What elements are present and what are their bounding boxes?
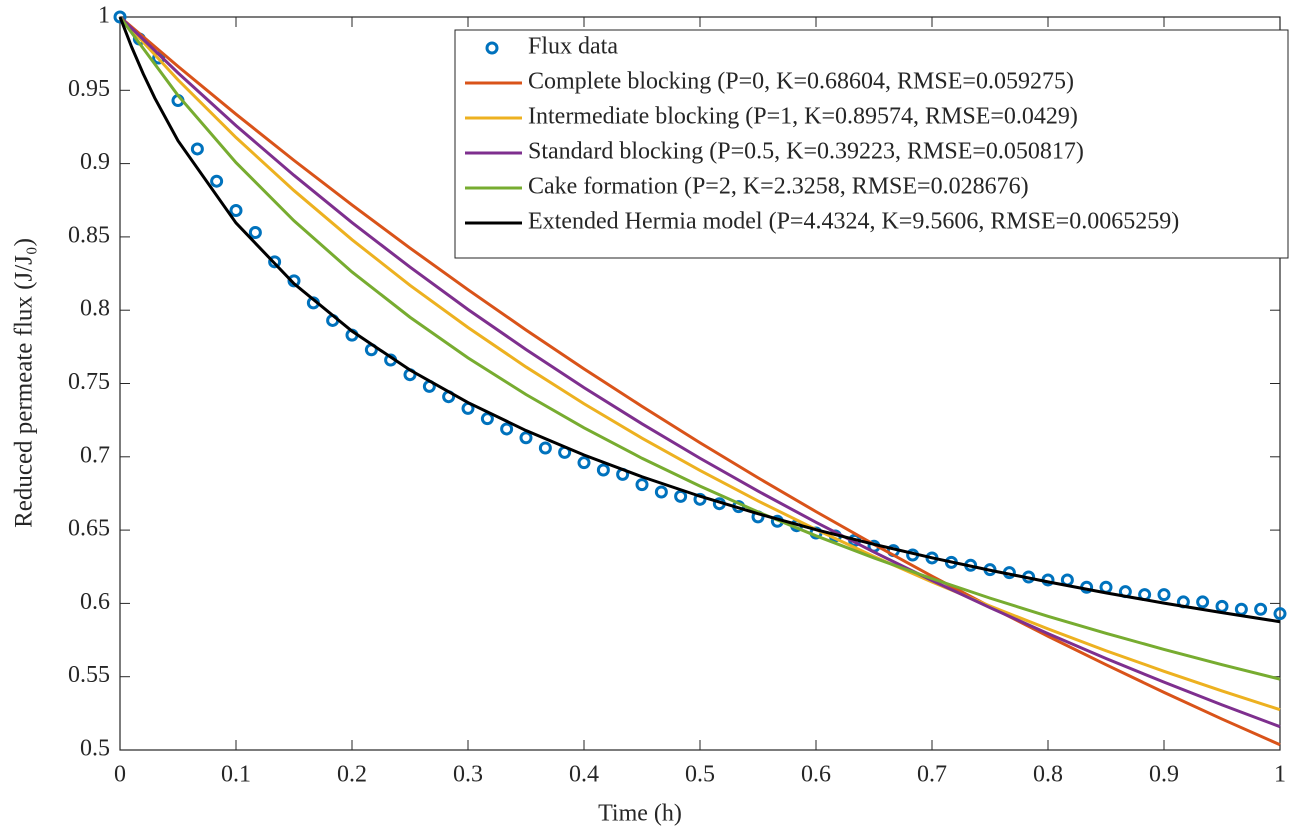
y-tick-label: 0.75 — [68, 369, 110, 395]
y-tick-label: 0.8 — [80, 296, 110, 322]
y-tick-label: 0.95 — [68, 76, 110, 102]
model-line — [118, 15, 1281, 729]
data-point — [635, 478, 649, 492]
data-point — [1196, 595, 1210, 609]
legend-label: Intermediate blocking (P=1, K=0.89574, R… — [528, 104, 1078, 130]
x-tick-label: 0.5 — [685, 762, 715, 788]
data-point — [287, 274, 301, 288]
y-axis-label: Reduced permeate flux (J/J₀) — [11, 238, 38, 528]
x-tick-label: 0.8 — [1033, 762, 1063, 788]
data-point — [229, 204, 243, 218]
data-point — [674, 489, 688, 503]
x-tick-label: 0 — [114, 762, 126, 788]
y-tick-label: 0.9 — [80, 149, 110, 175]
data-point — [500, 422, 514, 436]
legend-label: Extended Hermia model (P=4.4324, K=9.560… — [528, 209, 1179, 235]
model-line — [118, 16, 1281, 624]
y-tick-label: 0.85 — [68, 222, 110, 248]
legend-label: Complete blocking (P=0, K=0.68604, RMSE=… — [528, 69, 1074, 95]
x-axis-label: Time (h) — [598, 801, 682, 827]
data-point — [113, 10, 127, 24]
y-tick-label: 0.6 — [80, 589, 110, 615]
x-tick-label: 0.6 — [801, 762, 831, 788]
legend-label: Cake formation (P=2, K=2.3258, RMSE=0.02… — [528, 174, 1029, 200]
y-tick-label: 0.7 — [80, 442, 110, 468]
data-point — [1273, 607, 1287, 621]
y-tick-label: 0.5 — [80, 736, 110, 762]
data-point — [210, 174, 224, 188]
data-point — [190, 142, 204, 156]
data-point — [654, 485, 668, 499]
legend-label: Flux data — [528, 34, 618, 60]
model-line — [118, 15, 1281, 712]
legend-marker — [485, 41, 499, 55]
data-point — [538, 441, 552, 455]
x-tick-label: 0.9 — [1149, 762, 1179, 788]
data-point — [248, 226, 262, 240]
data-point — [693, 492, 707, 506]
legend-label: Standard blocking (P=0.5, K=0.39223, RMS… — [528, 139, 1084, 165]
model-line — [119, 15, 1281, 747]
x-tick-label: 0.2 — [337, 762, 367, 788]
data-point — [596, 463, 610, 477]
data-point — [1157, 588, 1171, 602]
model-line — [118, 16, 1281, 681]
data-point — [480, 412, 494, 426]
data-point — [577, 456, 591, 470]
legend: Flux data Complete blocking (P=0, K=0.686… — [454, 29, 1289, 259]
data-point — [1254, 602, 1268, 616]
data-point — [268, 255, 282, 269]
legend-box — [454, 29, 1289, 259]
x-tick-label: 0.1 — [221, 762, 251, 788]
y-tick-label: 1 — [98, 3, 110, 29]
y-tick-label: 0.55 — [68, 662, 110, 688]
x-tick-label: 1 — [1274, 762, 1286, 788]
x-tick-label: 0.7 — [917, 762, 947, 788]
x-tick-label: 0.4 — [569, 762, 599, 788]
data-point — [519, 431, 533, 445]
y-tick-label: 0.65 — [68, 516, 110, 542]
x-tick-label: 0.3 — [453, 762, 483, 788]
